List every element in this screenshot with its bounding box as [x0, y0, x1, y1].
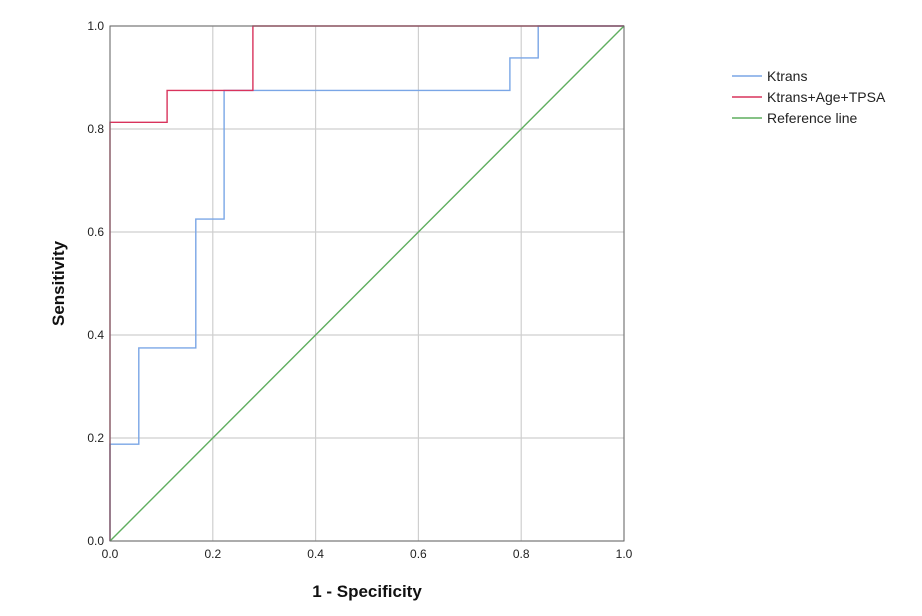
x-tick-label: 0.0	[102, 547, 119, 561]
tick-labels: 0.0 0.2 0.4 0.6 0.8 1.0 0.0 0.2 0.4 0.6 0.8 1.0	[87, 19, 632, 561]
plot-frame	[109, 25, 625, 542]
y-tick-label: 0.4	[87, 328, 104, 342]
legend-label: Reference line	[767, 110, 857, 126]
y-tick-label: 0.6	[87, 225, 104, 239]
legend-label: Ktrans+Age+TPSA	[767, 89, 886, 105]
x-tick-label: 0.6	[410, 547, 427, 561]
y-axis-title: Sensitivity	[49, 240, 68, 326]
y-tick-label: 0.8	[87, 122, 104, 136]
x-axis-title: 1 - Specificity	[312, 582, 422, 601]
x-tick-label: 0.2	[204, 547, 221, 561]
y-tick-label: 0.2	[87, 431, 104, 445]
legend: Ktrans Ktrans+Age+TPSA Reference line	[732, 68, 886, 126]
series-line-1	[109, 25, 624, 541]
y-tick-label: 1.0	[87, 19, 104, 33]
legend-label: Ktrans	[767, 68, 807, 84]
x-tick-label: 0.8	[513, 547, 530, 561]
x-tick-label: 0.4	[307, 547, 324, 561]
series-line-3	[109, 25, 625, 542]
series-lines	[109, 25, 625, 542]
x-tick-label: 1.0	[616, 547, 633, 561]
y-tick-label: 0.0	[87, 534, 104, 548]
